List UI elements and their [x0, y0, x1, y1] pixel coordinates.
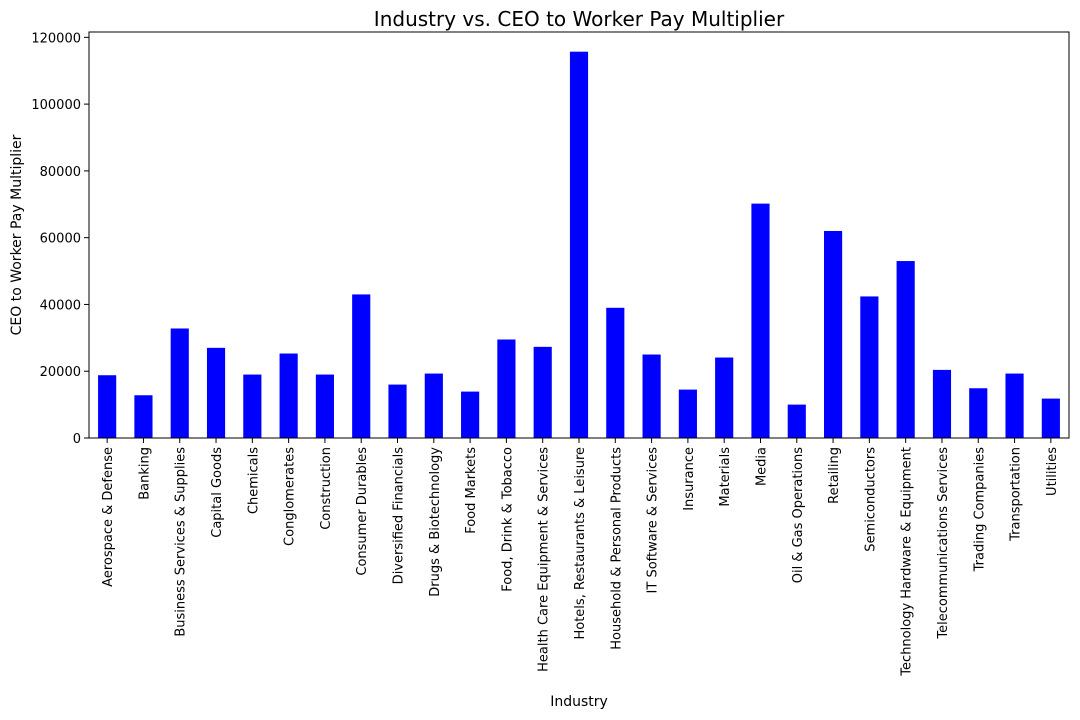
x-axis-label: Industry — [550, 694, 608, 710]
bar — [533, 346, 552, 438]
x-tick-label: Drugs & Biotechnology — [428, 447, 443, 597]
bar — [461, 391, 480, 438]
bar — [751, 203, 770, 438]
x-tick-label: Retailing — [827, 447, 842, 504]
x-tick-label: Food, Drink & Tobacco — [500, 447, 515, 592]
bar — [715, 357, 734, 438]
x-tick-label: Consumer Durables — [355, 447, 370, 576]
bar — [569, 51, 589, 438]
x-tick-label: Materials — [718, 447, 733, 507]
y-tick-label: 20000 — [40, 365, 81, 380]
bar — [243, 374, 262, 438]
bar — [1041, 398, 1060, 438]
x-tick-label: Telecommunications Services — [936, 447, 951, 640]
x-tick-label: IT Software & Services — [646, 447, 661, 594]
y-tick-label: 0 — [73, 432, 81, 447]
bar — [315, 374, 334, 438]
chart-title: Industry vs. CEO to Worker Pay Multiplie… — [374, 7, 785, 31]
x-tick-label: Household & Personal Products — [609, 447, 624, 650]
x-tick-label: Food Markets — [464, 447, 479, 534]
bar — [206, 347, 226, 438]
y-tick-label: 100000 — [31, 98, 81, 113]
x-tick-label: Chemicals — [246, 447, 261, 514]
bar — [860, 296, 879, 438]
x-tick-label: Business Services & Supplies — [174, 447, 189, 637]
bar — [787, 404, 806, 438]
bar — [352, 294, 371, 438]
x-tick-label: Health Care Equipment & Services — [537, 447, 552, 672]
y-axis-label: CEO to Worker Pay Multiplier — [9, 134, 25, 335]
x-tick-label: Construction — [319, 447, 334, 530]
x-tick-label: Capital Goods — [210, 447, 225, 538]
x-tick-label: Trading Companies — [972, 447, 987, 573]
bar — [98, 375, 117, 438]
x-tick-label: Aerospace & Defense — [101, 447, 116, 587]
x-axis: Aerospace & Defense Banking Business Servi… — [101, 438, 1060, 677]
x-tick-label: Media — [754, 447, 769, 486]
bar — [606, 307, 625, 438]
bar — [932, 369, 952, 438]
x-tick-label: Utilities — [1045, 447, 1060, 496]
bar — [388, 384, 407, 438]
bar — [279, 353, 298, 438]
x-tick-label: Conglomerates — [283, 447, 298, 546]
y-tick-label: 120000 — [31, 31, 81, 46]
x-tick-label: Oil & Gas Operations — [791, 447, 806, 583]
x-tick-label: Semiconductors — [863, 447, 878, 552]
bar — [678, 389, 697, 438]
bar — [1005, 373, 1024, 438]
x-tick-label: Insurance — [682, 447, 697, 511]
y-tick-label: 80000 — [40, 165, 81, 180]
x-tick-label: Banking — [137, 447, 152, 500]
y-tick-label: 40000 — [40, 298, 81, 313]
bar — [424, 373, 443, 438]
bar — [969, 388, 988, 438]
bar — [497, 339, 516, 438]
y-axis: 0 20000 40000 60000 80000 100000 120000 — [31, 31, 89, 447]
y-tick-label: 60000 — [40, 232, 81, 247]
bar — [642, 354, 661, 438]
bar — [134, 395, 153, 438]
x-tick-label: Hotels, Restaurants & Leisure — [573, 447, 588, 640]
bars-group — [98, 51, 1060, 438]
x-tick-label: Technology Hardware & Equipment — [900, 447, 915, 677]
x-tick-label: Diversified Financials — [392, 447, 407, 585]
bar — [896, 261, 915, 438]
bar — [824, 230, 843, 438]
x-tick-label: Transportation — [1009, 447, 1024, 542]
bar — [170, 328, 189, 438]
